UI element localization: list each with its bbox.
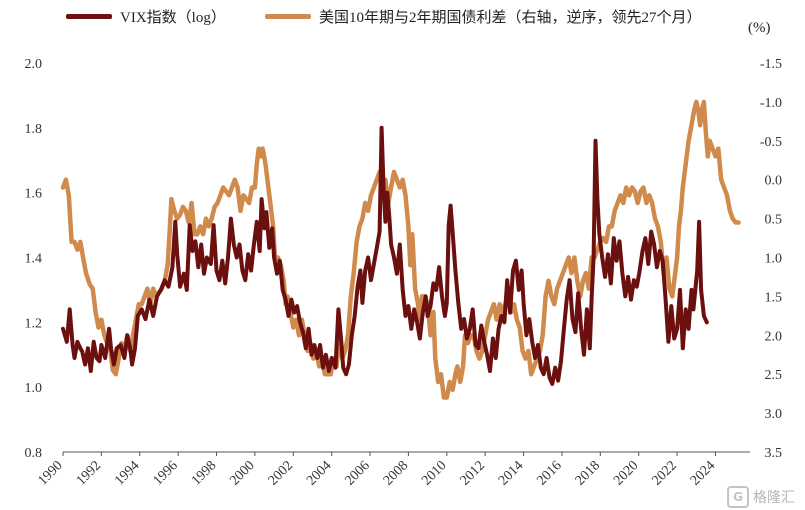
watermark-text: 格隆汇 (753, 490, 795, 506)
right-y-tick-label: 2.5 (765, 368, 783, 383)
legend-swatch-vix (66, 14, 112, 19)
x-tick-label: 2022 (650, 458, 680, 488)
x-tick-label: 2020 (611, 458, 641, 488)
left-y-tick-label: 1.4 (25, 252, 43, 267)
legend-label-spread: 美国10年期与2年期国债利差（右轴，逆序，领先27个月） (319, 10, 702, 26)
x-tick-label: 1996 (151, 458, 181, 488)
x-tick-label: 2000 (227, 458, 257, 488)
x-tick-label: 2012 (458, 458, 488, 488)
series-line-spread (60, 99, 741, 400)
right-y-tick-label: 0.5 (765, 213, 783, 228)
x-tick-label: 2002 (266, 458, 296, 488)
right-y-tick-label: 1.5 (765, 290, 783, 305)
left-y-tick-label: 0.8 (25, 446, 43, 461)
x-tick-label: 1990 (35, 458, 65, 488)
left-y-tick-label: 1.2 (25, 316, 43, 331)
left-y-tick-label: 1.0 (25, 381, 43, 396)
right-y-tick-label: -1.5 (760, 57, 782, 72)
x-tick-label: 2008 (381, 458, 411, 488)
x-tick-label: 2024 (688, 458, 718, 488)
x-tick-label: 2010 (419, 458, 449, 488)
right-y-tick-label: 0.0 (765, 174, 783, 189)
legend-item-spread: 美国10年期与2年期国债利差（右轴，逆序，领先27个月） (265, 6, 702, 27)
left-y-tick-label: 2.0 (25, 57, 43, 72)
watermark: G 格隆汇 (727, 486, 795, 508)
left-y-tick-label: 1.8 (25, 122, 43, 137)
legend-label-vix: VIX指数（log） (120, 10, 226, 26)
x-tick-label: 1998 (189, 458, 219, 488)
right-y-tick-label: 3.5 (765, 446, 783, 461)
series-line-vix (61, 125, 709, 386)
legend-item-vix: VIX指数（log） (66, 6, 226, 27)
right-y-tick-label: 2.0 (765, 329, 783, 344)
right-axis-unit: (%) (748, 20, 771, 36)
watermark-logo-icon: G (727, 486, 749, 508)
legend: VIX指数（log） 美国10年期与2年期国债利差（右轴，逆序，领先27个月） (0, 6, 805, 32)
x-tick-label: 2018 (573, 458, 603, 488)
left-y-tick-label: 1.6 (25, 187, 43, 202)
x-tick-label: 2016 (534, 458, 564, 488)
legend-swatch-spread (265, 14, 311, 19)
x-tick-label: 1992 (74, 458, 104, 488)
right-y-tick-label: -0.5 (760, 135, 782, 150)
x-tick-label: 1994 (112, 458, 142, 488)
right-y-tick-label: -1.0 (760, 96, 782, 111)
right-y-tick-label: 1.0 (765, 252, 783, 267)
x-tick-label: 2006 (342, 458, 372, 488)
x-tick-label: 2014 (496, 458, 526, 488)
x-tick-label: 2004 (304, 458, 334, 488)
right-y-tick-label: 3.0 (765, 407, 783, 422)
